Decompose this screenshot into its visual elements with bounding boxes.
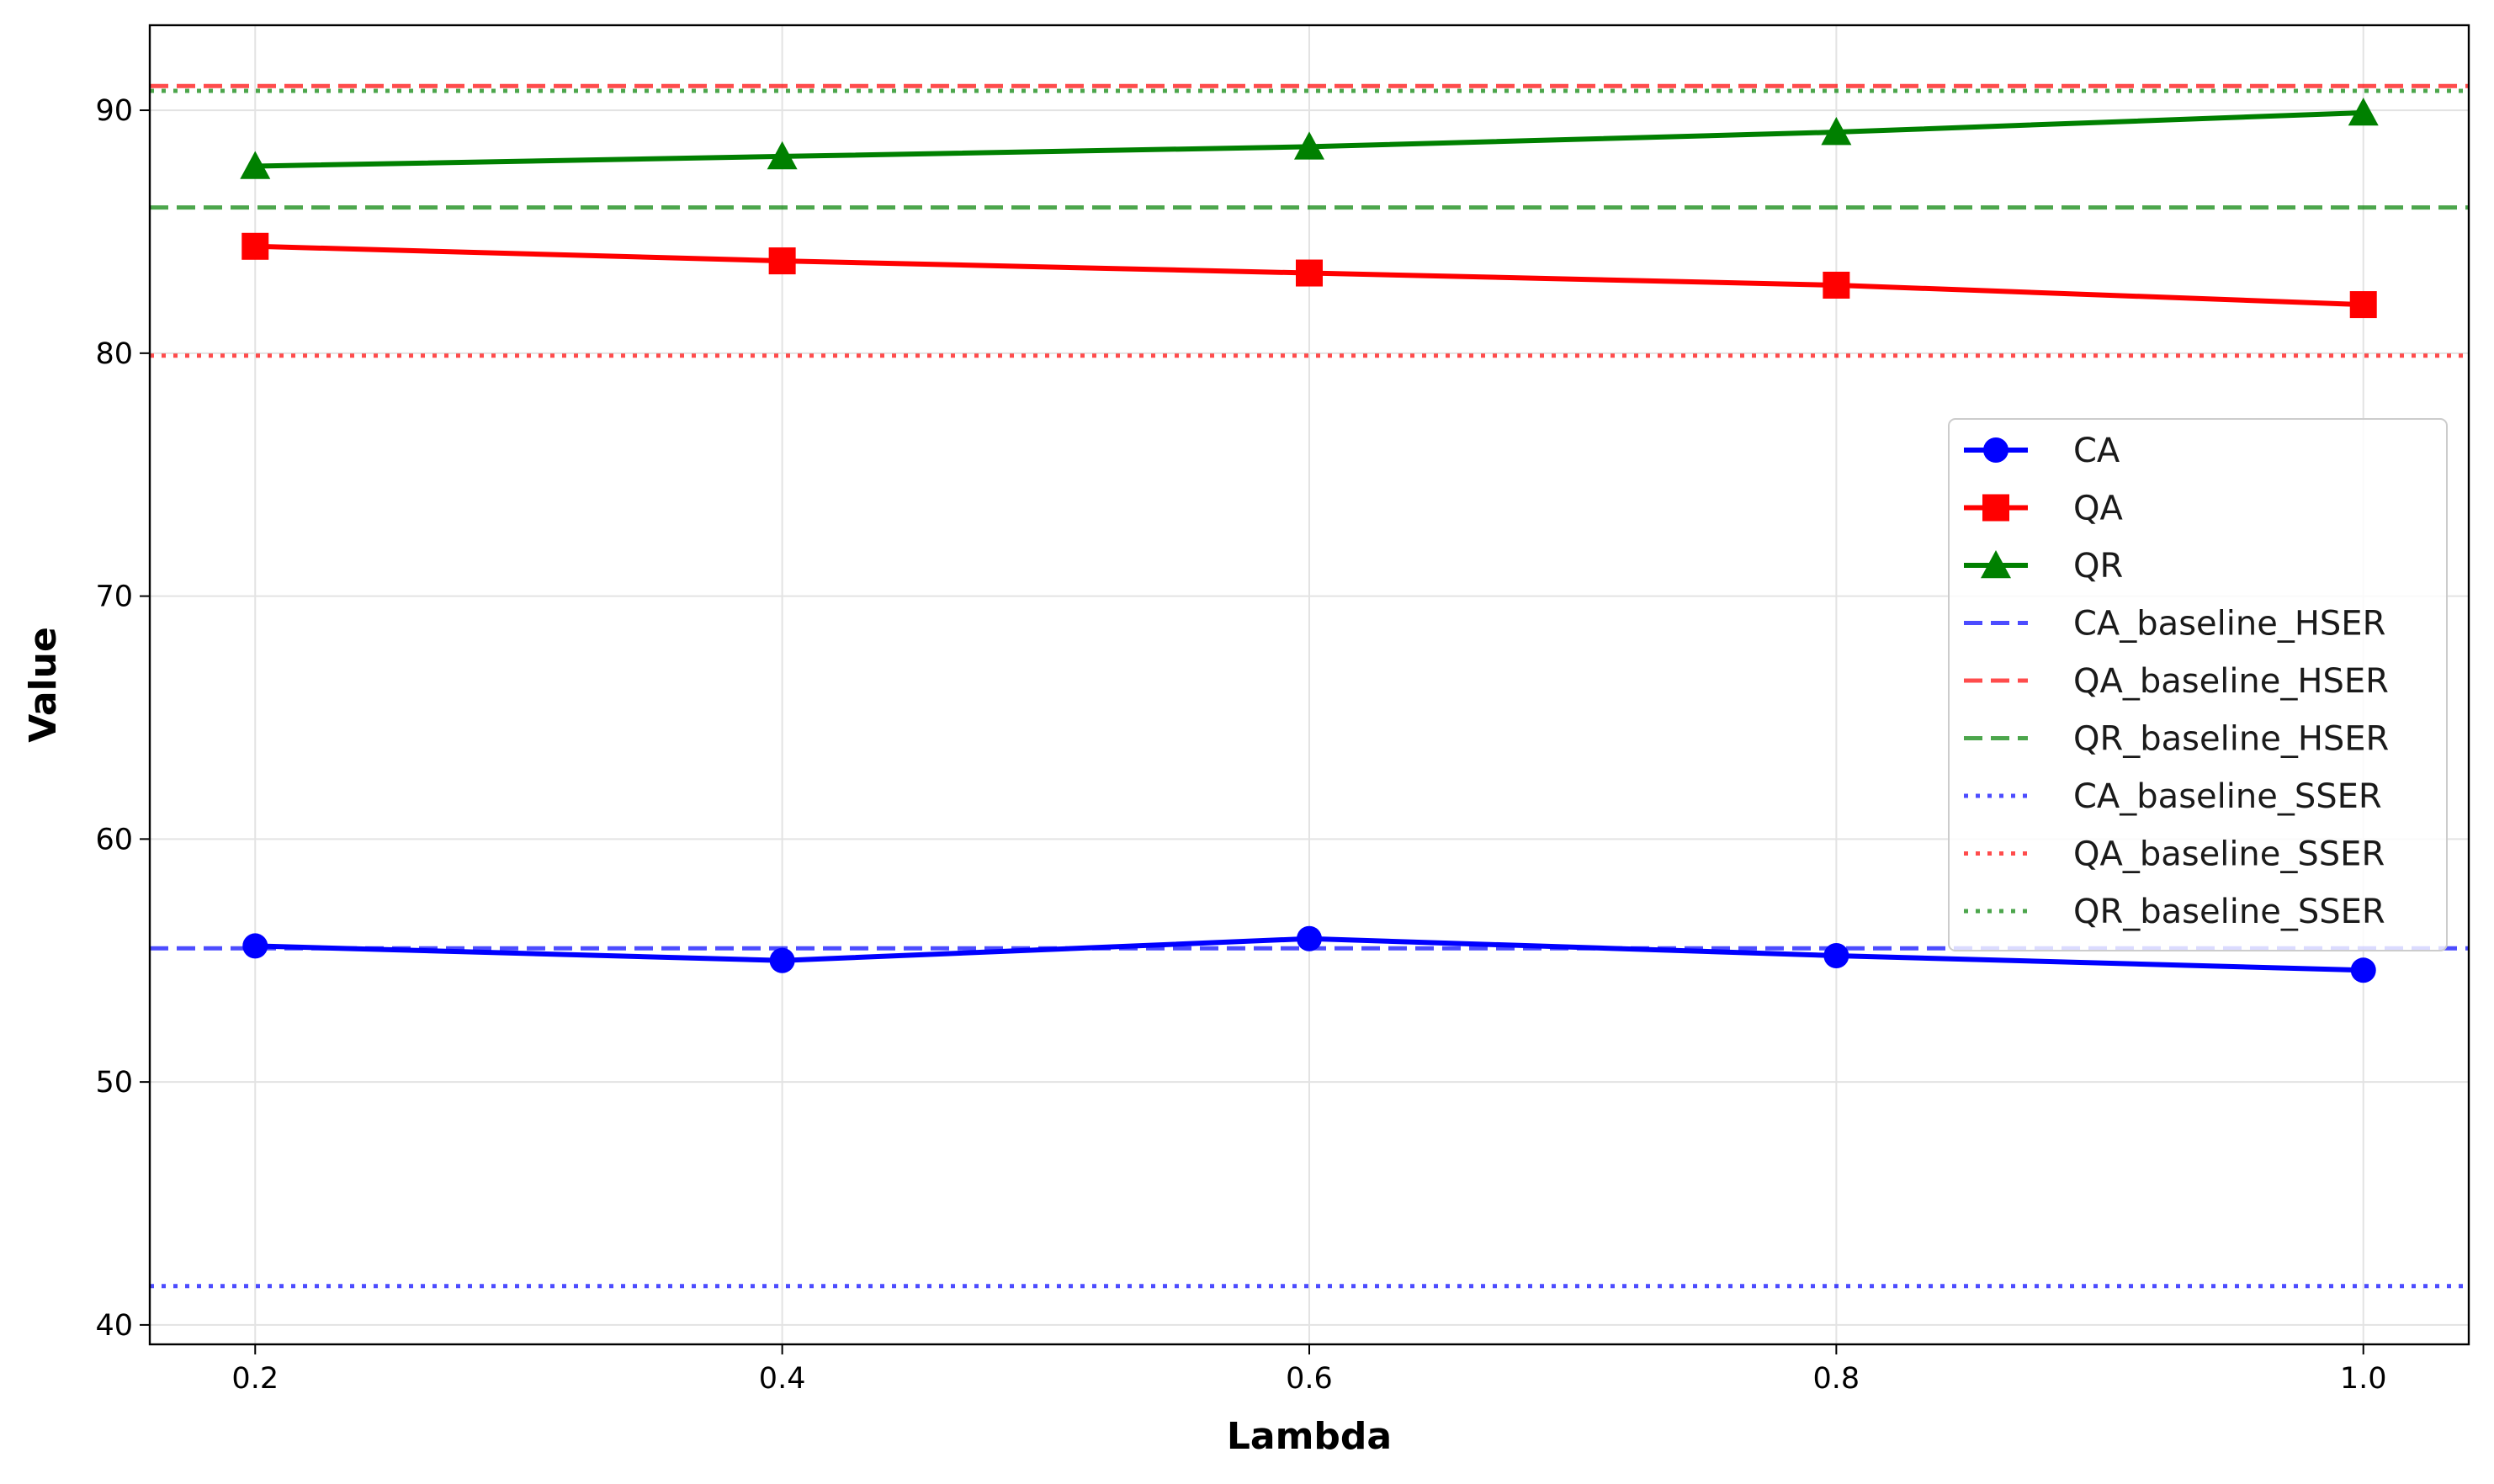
x-tick-label: 1.0 [2340, 1362, 2387, 1396]
legend-marker-qr [1981, 550, 2011, 579]
legend-label: QA [2073, 490, 2123, 528]
data-point-qr [767, 140, 798, 170]
y-tick-label: 70 [95, 580, 133, 614]
data-point-qa [768, 247, 796, 275]
legend-label: QA_baseline_HSER [2073, 662, 2389, 701]
legend: CA QA QR CA_baseline_HSER QA_baseline_HSER QR… [1948, 418, 2448, 951]
y-axis-label: Value [22, 627, 65, 743]
legend-label: QA_baseline_SSER [2073, 835, 2385, 874]
x-tick-label: 0.4 [759, 1362, 806, 1396]
data-point-ca [1297, 925, 1322, 951]
data-point-qa [2349, 291, 2377, 319]
x-axis-label: Lambda [1227, 1415, 1392, 1458]
legend-label: QR_baseline_SSER [2073, 893, 2385, 931]
y-tick-label: 40 [95, 1309, 133, 1343]
legend-label: CA_baseline_SSER [2073, 777, 2382, 816]
legend-label: CA_baseline_HSER [2073, 605, 2385, 644]
y-tick-label: 90 [95, 94, 133, 128]
y-tick-label: 60 [95, 823, 133, 856]
y-tick-label: 50 [95, 1066, 133, 1100]
x-tick-label: 0.6 [1286, 1362, 1333, 1396]
data-point-ca [2350, 957, 2376, 983]
x-tick-label: 0.2 [231, 1362, 279, 1396]
legend-marker-qa [1982, 494, 2009, 522]
data-point-qa [241, 232, 269, 260]
legend-label: QR [2073, 547, 2123, 586]
data-point-qr [240, 151, 271, 179]
data-point-qr [1294, 131, 1324, 160]
data-point-ca [1823, 942, 1849, 968]
data-series [240, 97, 2379, 983]
legend-marker-ca [1983, 437, 2008, 463]
data-point-ca [242, 933, 268, 959]
data-point-qr [1821, 117, 1852, 146]
x-tick-label: 0.8 [1813, 1362, 1860, 1396]
data-point-qr [2348, 97, 2379, 126]
y-tick-label: 80 [95, 337, 133, 371]
legend-box [1948, 418, 2448, 951]
legend-label: QR_baseline_HSER [2073, 720, 2389, 759]
legend-label: CA [2073, 432, 2120, 470]
axis-ticks: 0.2 0.4 0.6 0.8 1.0 40 50 60 70 80 90 [95, 94, 2386, 1396]
data-point-qa [1296, 259, 1323, 287]
data-point-ca [769, 947, 795, 973]
data-point-qa [1823, 271, 1850, 299]
